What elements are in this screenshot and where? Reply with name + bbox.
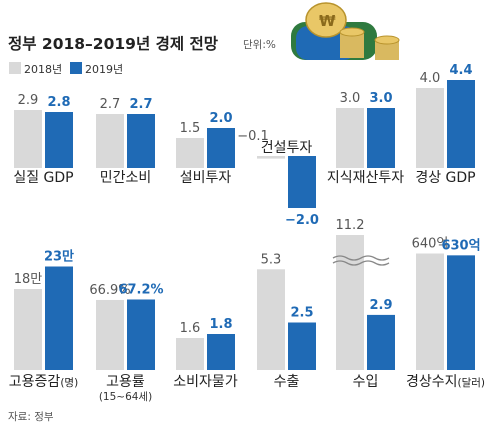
group-8-bar-2018 (96, 299, 124, 370)
group-10-bar-2018 (257, 269, 285, 370)
group-10-category-label: 수출 (274, 374, 300, 390)
group-5-bar-2019 (367, 108, 395, 168)
group-4-value-2018: −0.1 (237, 129, 269, 144)
group-8-category-label: 고용률 (106, 374, 145, 390)
group-1-bar-2018 (14, 110, 42, 168)
source-note: 자료: 정부 (8, 411, 54, 423)
group-11-value-2019: 2.9 (369, 298, 392, 313)
svg-text:₩: ₩ (319, 12, 336, 30)
chart-title: 정부 2018–2019년 경제 전망 (8, 34, 219, 53)
group-6-value-2019: 4.4 (449, 63, 472, 78)
group-7-value-2019: 23만 (44, 249, 74, 265)
group-1-category-label: 실질 GDP (13, 170, 73, 186)
group-5-category-label: 지식재산투자 (327, 170, 404, 186)
group-12-unit-note: (달러) (458, 377, 486, 389)
group-9-bar-2019 (207, 334, 235, 370)
group-3-bar-2019 (207, 128, 235, 168)
group-8-value-2019: 67.2% (118, 282, 163, 297)
group-11-value-2018: 11.2 (336, 218, 365, 233)
legend-label-2018: 2018년 (24, 63, 62, 76)
group-7-value-2018: 18만 (14, 272, 43, 287)
legend-swatch-2019 (70, 62, 82, 74)
group-7-unit-note: (명) (60, 377, 78, 389)
group-3-bar-2018 (176, 138, 204, 168)
group-11-category-label: 수입 (353, 374, 379, 390)
group-10-value-2019: 2.5 (290, 306, 313, 321)
group-12-bar-2019 (447, 255, 475, 370)
group-9-bar-2018 (176, 338, 204, 370)
group-11-bar-2018 (336, 235, 364, 370)
chart-marks: 2.9 2.8 실질 GDP 2.7 2.7 민간소비 1.5 2.0 설비투자 −0.1 −2.0… (9, 63, 485, 403)
group-7-bar-2018 (14, 289, 42, 370)
group-12-category-label: 경상수지(달러) (406, 374, 485, 390)
group-7-bar-2019 (45, 266, 73, 370)
group-9-category-label: 소비자물가 (173, 374, 238, 390)
group-6-bar-2019 (447, 80, 475, 168)
group-3-value-2018: 1.5 (180, 121, 201, 136)
group-3-value-2019: 2.0 (209, 111, 232, 126)
group-11-bar-2019 (367, 314, 395, 370)
group-4-bar-2019 (288, 156, 316, 208)
group-7-category-label: 고용증감(명) (9, 374, 78, 390)
group-6-bar-2018 (416, 88, 444, 168)
group-1-value-2018: 2.9 (18, 93, 39, 108)
wallet-coins-illustration: ₩ (291, 2, 400, 60)
group-4-category-label: 건설투자 (261, 140, 313, 156)
group-2-value-2019: 2.7 (129, 97, 152, 112)
group-8-category-sublabel: (15~64세) (99, 391, 152, 403)
group-4-value-2019: −2.0 (285, 213, 319, 228)
unit-label: 단위:% (243, 38, 276, 51)
group-11-axis-break-line-1 (332, 255, 390, 261)
group-5-value-2018: 3.0 (340, 91, 361, 106)
legend-label-2019: 2019년 (85, 63, 123, 76)
group-10-bar-2019 (288, 322, 316, 370)
group-2-category-label: 민간소비 (100, 170, 152, 186)
legend: 2018년 2019년 (9, 62, 123, 76)
group-2-bar-2018 (96, 114, 124, 168)
group-12-bar-2018 (416, 253, 444, 370)
group-9-value-2019: 1.8 (209, 317, 232, 332)
group-10-value-2018: 5.3 (261, 252, 282, 267)
group-5-value-2019: 3.0 (369, 91, 392, 106)
group-9-value-2018: 1.6 (180, 321, 201, 336)
group-2-value-2018: 2.7 (100, 97, 121, 112)
group-12-value-2019: 630억 (441, 238, 480, 253)
group-11-axis-break-line-2 (332, 260, 390, 266)
group-3-category-label: 설비투자 (180, 170, 232, 186)
group-8-bar-2019 (127, 299, 155, 370)
group-1-value-2019: 2.8 (47, 95, 70, 110)
group-2-bar-2019 (127, 114, 155, 168)
group-5-bar-2018 (336, 108, 364, 168)
group-6-category-label: 경상 GDP (415, 170, 475, 186)
group-4-bar-2018 (257, 156, 285, 159)
group-6-value-2018: 4.0 (420, 71, 441, 86)
group-1-bar-2019 (45, 112, 73, 168)
legend-swatch-2018 (9, 62, 21, 74)
group-12-value-2018: 640억 (412, 237, 449, 252)
group-8-value-2018: 66.9% (89, 283, 130, 298)
